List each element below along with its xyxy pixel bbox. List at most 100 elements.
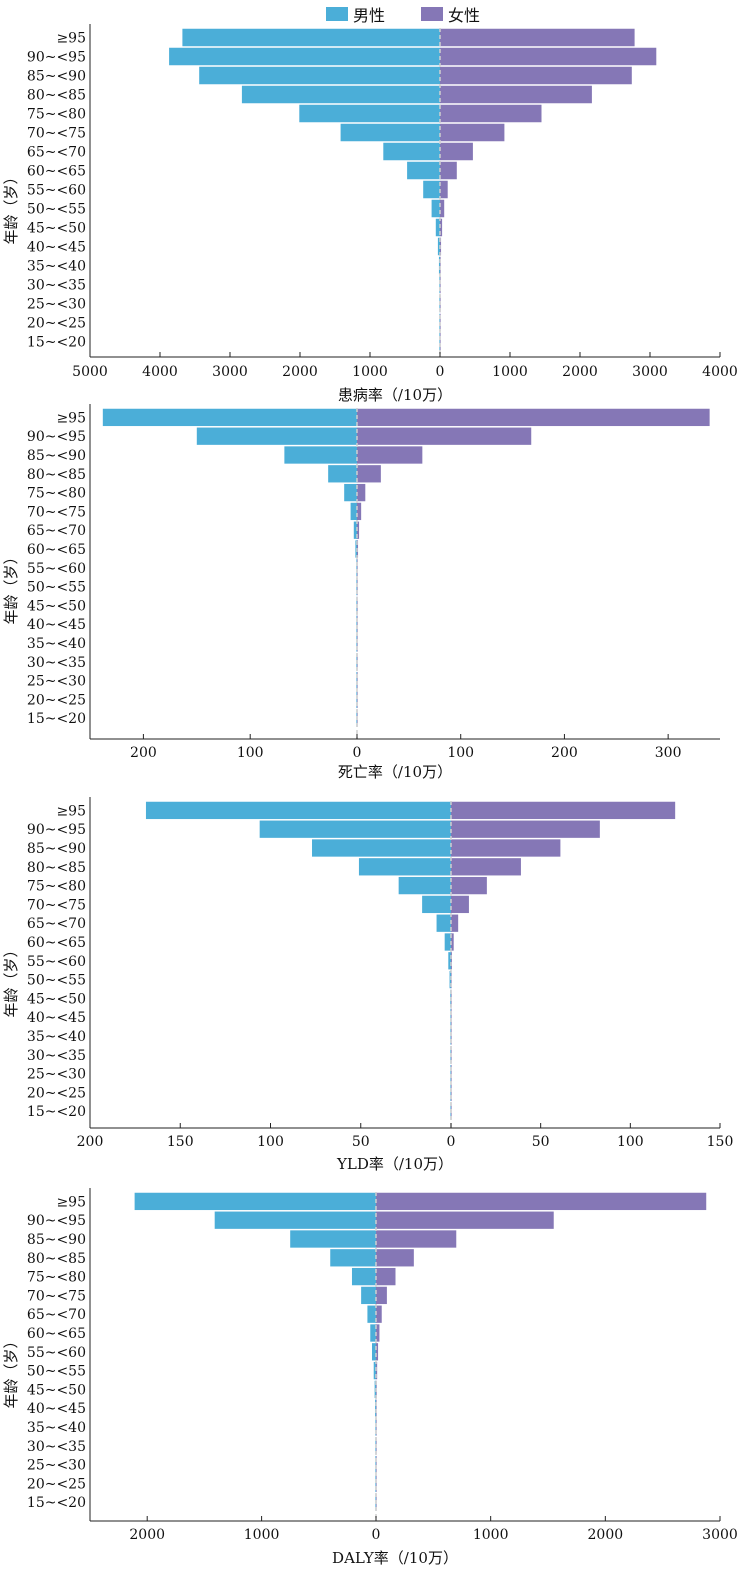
prevalence-bar-female-8 <box>440 180 448 199</box>
mortality-age-label-13: 30~<35 <box>27 655 86 671</box>
daly-age-label-7: 60~<65 <box>27 1326 86 1342</box>
mortality-age-label-5: 70~<75 <box>27 504 86 520</box>
yld-age-label-10: 45~<50 <box>27 991 86 1007</box>
yld-age-label-15: 20~<25 <box>27 1085 86 1101</box>
daly-bar-female-2 <box>376 1230 457 1248</box>
daly-chart: ≥95 90~<95 85~<90 80~<85 75~<80 70~<75 65~<70 6… <box>2 1188 738 1567</box>
daly-bar-male-9 <box>373 1361 376 1380</box>
prevalence-age-label-14: 25~<30 <box>27 297 86 313</box>
yld-tick-label-6: 100 <box>617 1134 644 1150</box>
yld-tick-label-2: 100 <box>257 1134 284 1150</box>
daly-bar-male-15 <box>375 1474 376 1493</box>
mortality-age-label-2: 85~<90 <box>27 448 86 464</box>
yld-bar-male-8 <box>448 952 451 970</box>
prevalence-age-label-11: 40~<45 <box>27 240 86 256</box>
daly-bar-female-5 <box>376 1286 387 1305</box>
yld-bar-female-11 <box>451 1008 452 1026</box>
prevalence-bar-male-0 <box>182 28 440 47</box>
yld-bar-male-6 <box>436 914 451 932</box>
yld-age-label-7: 60~<65 <box>27 935 86 951</box>
prevalence-age-label-4: 75~<80 <box>27 107 86 123</box>
daly-age-label-11: 40~<45 <box>27 1401 86 1417</box>
prevalence-tick-label-2: 3000 <box>212 364 248 380</box>
legend-swatch-female <box>421 7 443 21</box>
mortality-x-title: 死亡率（/10万） <box>338 763 452 781</box>
yld-bar-female-15 <box>451 1083 452 1102</box>
daly-bar-female-3 <box>376 1249 414 1267</box>
yld-bar-female-8 <box>451 952 452 970</box>
yld-age-label-8: 55~<60 <box>27 954 86 970</box>
mortality-chart: ≥95 90~<95 85~<90 80~<85 75~<80 70~<75 65~<70 6… <box>2 404 720 781</box>
mortality-y-title: 年龄（岁） <box>2 549 20 624</box>
yld-age-label-12: 35~<40 <box>27 1029 86 1045</box>
mortality-tick-label-2: 0 <box>353 745 362 761</box>
prevalence-age-label-7: 60~<65 <box>27 164 86 180</box>
yld-bar-female-14 <box>451 1064 452 1083</box>
prevalence-x-title: 患病率（/10万） <box>338 386 452 402</box>
daly-age-label-14: 25~<30 <box>27 1458 86 1474</box>
mortality-tick-label-4: 200 <box>551 745 578 761</box>
prevalence-bar-male-8 <box>423 180 440 199</box>
prevalence-bar-female-12 <box>440 256 441 275</box>
yld-tick-label-3: 50 <box>352 1134 370 1150</box>
daly-bar-female-14 <box>376 1455 377 1474</box>
legend-item-male: 男性 <box>326 2 385 26</box>
prevalence-age-label-8: 55~<60 <box>27 183 86 199</box>
yld-bar-male-14 <box>450 1064 451 1083</box>
mortality-tick-label-0: 200 <box>130 745 157 761</box>
mortality-tick-label-5: 300 <box>655 745 682 761</box>
daly-bar-female-1 <box>376 1211 554 1229</box>
yld-bar-female-5 <box>451 895 469 914</box>
mortality-bar-female-6 <box>357 521 360 539</box>
daly-bar-female-4 <box>376 1267 396 1286</box>
daly-bar-female-7 <box>376 1324 380 1342</box>
daly-tick-label-5: 3000 <box>702 1527 738 1543</box>
prevalence-bar-female-6 <box>440 142 473 161</box>
daly-bar-male-0 <box>134 1192 376 1211</box>
daly-bar-female-15 <box>376 1474 377 1493</box>
daly-age-label-0: ≥95 <box>56 1194 86 1210</box>
daly-age-label-9: 50~<55 <box>27 1364 86 1380</box>
daly-age-label-6: 65~<70 <box>27 1307 86 1323</box>
mortality-bar-male-4 <box>344 483 357 502</box>
prevalence-bar-female-2 <box>440 66 632 85</box>
daly-age-label-13: 30~<35 <box>27 1439 86 1455</box>
mortality-bar-female-15 <box>357 690 358 709</box>
yld-age-label-5: 70~<75 <box>27 897 86 913</box>
yld-bar-male-11 <box>450 1008 451 1026</box>
mortality-bar-female-4 <box>357 483 366 502</box>
mortality-age-label-9: 50~<55 <box>27 580 86 596</box>
yld-age-label-13: 30~<35 <box>27 1048 86 1064</box>
prevalence-bar-female-10 <box>440 218 443 237</box>
daly-bar-male-8 <box>371 1343 376 1361</box>
prevalence-age-label-9: 50~<55 <box>27 202 86 218</box>
mortality-bar-male-1 <box>196 427 357 445</box>
yld-age-label-4: 75~<80 <box>27 879 86 895</box>
mortality-age-label-8: 55~<60 <box>27 561 86 577</box>
yld-age-label-6: 65~<70 <box>27 916 86 932</box>
prevalence-bar-male-1 <box>169 47 440 66</box>
yld-bar-female-4 <box>451 876 487 895</box>
daly-bar-male-7 <box>370 1324 376 1342</box>
yld-bar-female-7 <box>451 933 454 951</box>
mortality-bar-female-14 <box>357 671 358 690</box>
prevalence-tick-label-6: 1000 <box>492 364 528 380</box>
mortality-age-label-4: 75~<80 <box>27 486 86 502</box>
mortality-age-label-0: ≥95 <box>56 410 86 426</box>
daly-bar-male-14 <box>375 1455 376 1474</box>
mortality-bar-male-3 <box>328 465 357 483</box>
daly-age-label-12: 35~<40 <box>27 1420 86 1436</box>
daly-age-label-5: 70~<75 <box>27 1288 86 1304</box>
prevalence-tick-label-8: 3000 <box>632 364 668 380</box>
prevalence-bar-male-16 <box>439 332 440 351</box>
yld-age-label-0: ≥95 <box>56 803 86 819</box>
mortality-bar-female-1 <box>357 427 532 445</box>
prevalence-chart: ≥95 90~<95 85~<90 80~<85 75~<80 70~<75 65~<70 6… <box>2 24 738 402</box>
prevalence-bar-male-12 <box>438 256 440 275</box>
prevalence-bar-female-0 <box>440 28 635 47</box>
prevalence-bar-male-6 <box>383 142 440 161</box>
prevalence-age-label-5: 70~<75 <box>27 126 86 142</box>
prevalence-bar-male-4 <box>299 104 440 123</box>
daly-tick-label-3: 1000 <box>473 1527 509 1543</box>
daly-age-label-16: 15~<20 <box>27 1495 86 1511</box>
